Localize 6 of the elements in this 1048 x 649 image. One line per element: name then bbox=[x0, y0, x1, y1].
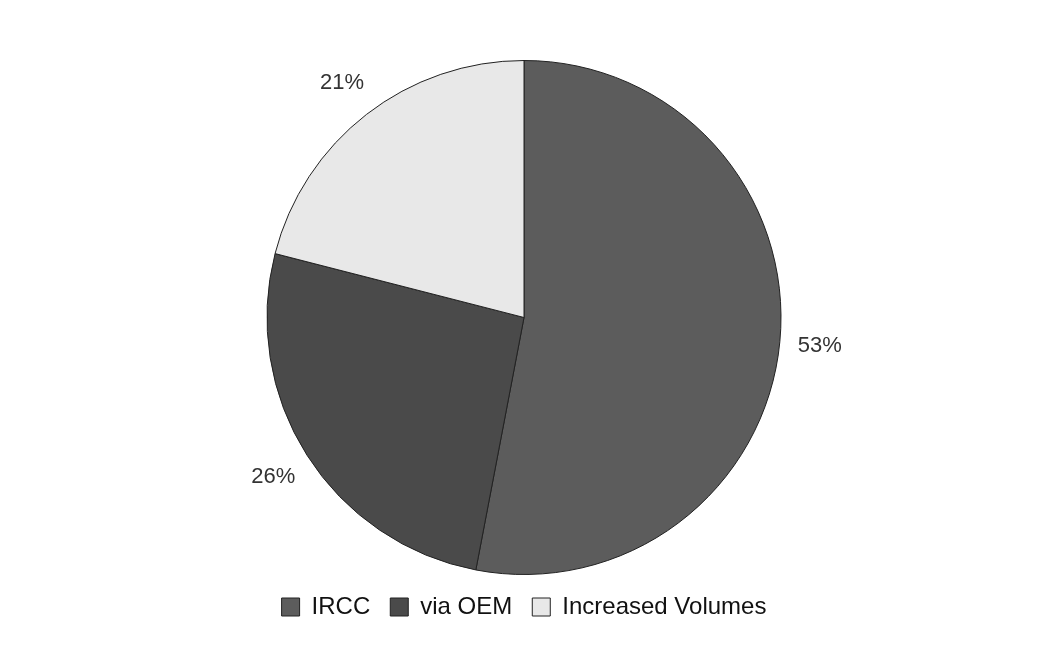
data-label: 21% bbox=[319, 68, 364, 94]
legend-label: IRCC bbox=[311, 591, 371, 619]
data-label: 53% bbox=[797, 331, 842, 357]
data-label: 26% bbox=[251, 462, 296, 488]
legend-label: Increased Volumes bbox=[562, 591, 767, 619]
legend-label: via OEM bbox=[420, 591, 513, 619]
